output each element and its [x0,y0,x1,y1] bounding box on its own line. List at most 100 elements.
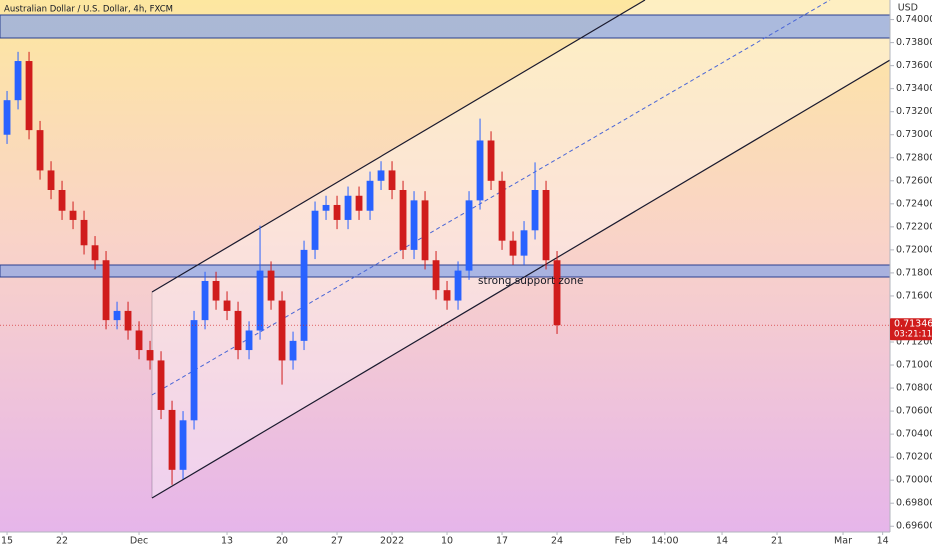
y-tick-label: 0.72200 [896,221,932,232]
candle-body [157,360,165,410]
candle-body [135,330,143,351]
y-axis-strip [890,0,932,550]
y-tick-label: 0.73200 [896,106,932,117]
y-tick-label: 0.69800 [896,498,932,509]
candle-body [190,320,198,421]
candle-body [80,219,88,246]
candle-body [399,190,407,250]
candle-body [454,270,462,301]
x-tick-label: 20 [276,536,288,547]
candle-body [388,170,396,190]
y-tick-label: 0.70600 [896,406,932,417]
x-tick-label: 22 [56,536,68,547]
candle-body [322,204,330,211]
candle-body [256,270,264,331]
last-price-tag [890,318,932,341]
candle-body [146,350,154,361]
y-tick-label: 0.70400 [896,429,932,440]
candle-body [432,260,440,291]
candle-body [245,330,253,351]
y-tick-label: 0.71000 [896,360,932,371]
candle-body [58,190,66,211]
x-tick-label: 14:00 [651,536,678,547]
annotation: strong support zone [478,275,583,287]
candle-body [465,200,473,271]
x-tick-label: 17 [496,536,508,547]
candle-body [366,180,374,211]
y-tick-label: 0.70200 [896,452,932,463]
x-tick-label: 27 [331,536,343,547]
candle-body [168,409,176,470]
x-tick-label: 14 [877,536,889,547]
candle-body [300,249,308,341]
candle-body [410,200,418,250]
y-tick-label: 0.73800 [896,37,932,48]
candle-body [542,190,550,261]
candle-body [333,204,341,220]
channel-upper [151,0,646,293]
x-tick-label: Dec [130,536,148,547]
x-tick-label: 21 [771,536,783,547]
chart-title: Australian Dollar / U.S. Dollar, 4h, FXC… [4,5,173,15]
candle-body [267,270,275,301]
y-tick-label: 0.72800 [896,152,932,163]
candle-body [498,180,506,241]
x-tick-label: 2022 [380,536,404,547]
candle-body [201,280,209,321]
y-tick-label: 0.71600 [896,290,932,301]
candle-body [113,310,121,321]
candle-body [487,140,495,181]
candle-body [520,230,528,256]
candle-body [3,100,11,135]
y-tick-label: 0.73000 [896,129,932,140]
candle-body [14,61,22,101]
candle-body [223,300,231,311]
candle-body [443,290,451,301]
x-axis-strip [0,532,932,550]
candle-body [531,190,539,231]
support-zone [0,264,891,278]
candle-body [311,210,319,250]
x-tick-label: Mar [834,536,852,547]
y-tick-label: 0.74000 [896,14,932,25]
candle-body [47,170,55,190]
candle-body [421,200,429,261]
candle-body [102,260,110,321]
candle-body [344,195,352,220]
candle-body [278,300,286,361]
x-tick-label: 15 [1,536,13,547]
countdown-label: 03:21:11 [894,330,932,340]
candle-body [91,245,99,261]
y-tick-label: 0.72000 [896,244,932,255]
channel-mid [151,0,831,396]
candle-body [553,260,561,326]
y-tick-label: 0.72400 [896,198,932,209]
candle-body [234,310,242,351]
x-tick-label: 13 [221,536,233,547]
candle-body [36,130,44,171]
y-tick-label: 0.73400 [896,83,932,94]
y-tick-label: 0.70000 [896,475,932,486]
y-tick-label: 0.71200 [896,337,932,348]
candle-body [69,210,77,220]
y-tick-label: 0.69600 [896,521,932,532]
candle-body [25,61,33,131]
x-tick-label: Feb [615,536,632,547]
y-tick-label: 0.72600 [896,175,932,186]
x-tick-label: 10 [441,536,453,547]
last-price-label: 0.71346 [894,319,932,330]
candle-body [212,280,220,301]
candle-body [377,170,385,181]
candle-body [355,195,363,211]
channel-lower [151,59,891,499]
candle-body [476,140,484,201]
currency-label: USD [898,3,918,14]
candle-body [179,420,187,470]
candle-body [289,340,297,361]
y-tick-label: 0.73600 [896,60,932,71]
x-tick-label: 24 [551,536,563,547]
candle-body [509,240,517,256]
x-tick-label: 14 [716,536,728,547]
